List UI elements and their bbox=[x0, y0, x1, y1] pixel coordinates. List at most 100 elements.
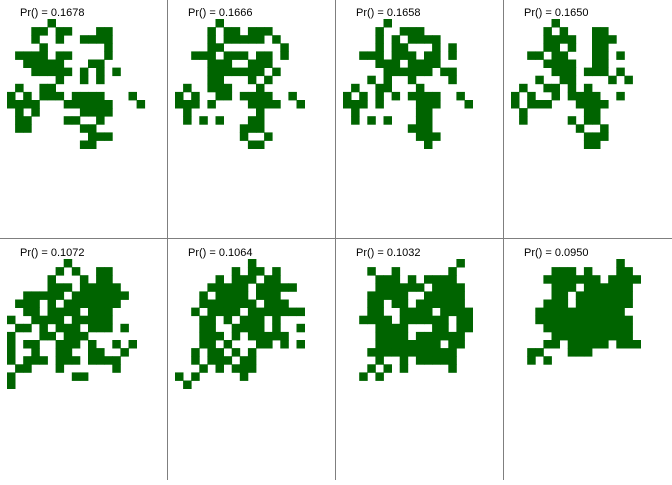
pixel bbox=[616, 331, 625, 341]
pixel bbox=[432, 323, 441, 333]
pixel bbox=[608, 299, 617, 308]
panel-4: Pr() = 0.1650 bbox=[504, 0, 672, 240]
pixel bbox=[535, 307, 544, 317]
pixel bbox=[424, 291, 433, 300]
pixel bbox=[592, 43, 601, 52]
pixel bbox=[55, 364, 65, 373]
pixel bbox=[104, 356, 113, 365]
pixel bbox=[256, 59, 265, 68]
pixel bbox=[432, 356, 441, 365]
pixel bbox=[415, 132, 425, 141]
pixel bbox=[23, 100, 32, 109]
pixel bbox=[624, 331, 633, 341]
pixel bbox=[448, 275, 457, 284]
pixel bbox=[264, 307, 273, 317]
pixel bbox=[15, 124, 24, 133]
pixel bbox=[456, 91, 465, 101]
pixel bbox=[96, 91, 105, 101]
pixel bbox=[199, 364, 208, 373]
pixel bbox=[191, 100, 200, 109]
pixel bbox=[448, 75, 457, 85]
pixel bbox=[247, 91, 257, 101]
pixel bbox=[367, 75, 376, 85]
pixel bbox=[600, 59, 609, 68]
pixel bbox=[567, 283, 577, 292]
pixel bbox=[272, 35, 281, 44]
pixel bbox=[456, 291, 465, 300]
pixel bbox=[383, 291, 392, 300]
pixel bbox=[55, 315, 65, 325]
pixel bbox=[223, 307, 233, 317]
pixel bbox=[256, 291, 265, 300]
pixel bbox=[432, 91, 441, 101]
pixel bbox=[424, 315, 433, 325]
pixel bbox=[624, 323, 633, 333]
pixel bbox=[104, 35, 113, 44]
pixel bbox=[7, 331, 16, 341]
pixel bbox=[55, 283, 65, 292]
pixel bbox=[247, 299, 257, 308]
pixel bbox=[231, 299, 241, 308]
pixel bbox=[112, 340, 121, 349]
pixel bbox=[79, 331, 89, 341]
pixel bbox=[247, 259, 257, 268]
pixel bbox=[207, 348, 216, 357]
pixel bbox=[15, 83, 24, 93]
pixel bbox=[551, 323, 560, 333]
pixel bbox=[551, 19, 560, 28]
pixel bbox=[39, 91, 48, 101]
pixel bbox=[223, 356, 233, 365]
pixel bbox=[104, 43, 113, 52]
pixel bbox=[608, 331, 617, 341]
pixel bbox=[559, 307, 569, 317]
pixel bbox=[399, 356, 409, 365]
pixel bbox=[415, 307, 425, 317]
pixel bbox=[272, 307, 281, 317]
pixel bbox=[567, 91, 577, 101]
pixel bbox=[367, 315, 376, 325]
pixel bbox=[551, 340, 560, 349]
pixel bbox=[71, 91, 81, 101]
pixel bbox=[207, 75, 216, 85]
pixel bbox=[456, 299, 465, 308]
pixel bbox=[223, 35, 233, 44]
pixel bbox=[464, 323, 473, 333]
pixel bbox=[15, 51, 24, 60]
pixel bbox=[448, 51, 457, 60]
pixel bbox=[231, 348, 241, 357]
pixel bbox=[31, 59, 40, 68]
pixel bbox=[256, 267, 265, 276]
pixel bbox=[567, 275, 577, 284]
pixel bbox=[592, 140, 601, 149]
pixel bbox=[464, 307, 473, 317]
pixel bbox=[256, 340, 265, 349]
pixel bbox=[432, 348, 441, 357]
pixel bbox=[96, 35, 105, 44]
pixel bbox=[624, 283, 633, 292]
pixel bbox=[63, 299, 73, 308]
pixel bbox=[256, 283, 265, 292]
pixel bbox=[55, 307, 65, 317]
pixel bbox=[47, 67, 56, 77]
pixel bbox=[79, 67, 89, 77]
pixel bbox=[383, 331, 392, 341]
pixel bbox=[215, 291, 224, 300]
pixel bbox=[448, 348, 457, 357]
pixel bbox=[424, 307, 433, 317]
panel-label: Pr() = 0.1032 bbox=[356, 247, 421, 259]
pixel bbox=[407, 67, 417, 77]
pixel bbox=[264, 275, 273, 284]
pixel bbox=[207, 100, 216, 109]
panel-divider bbox=[335, 0, 336, 480]
pixel bbox=[223, 283, 233, 292]
pixel bbox=[47, 291, 56, 300]
pixel bbox=[375, 348, 384, 357]
pixel bbox=[39, 59, 48, 68]
pixel bbox=[199, 291, 208, 300]
pixel bbox=[583, 132, 593, 141]
pixel bbox=[55, 291, 65, 300]
pixel bbox=[199, 315, 208, 325]
pixel bbox=[616, 323, 625, 333]
pixel bbox=[207, 340, 216, 349]
pixel bbox=[583, 283, 593, 292]
